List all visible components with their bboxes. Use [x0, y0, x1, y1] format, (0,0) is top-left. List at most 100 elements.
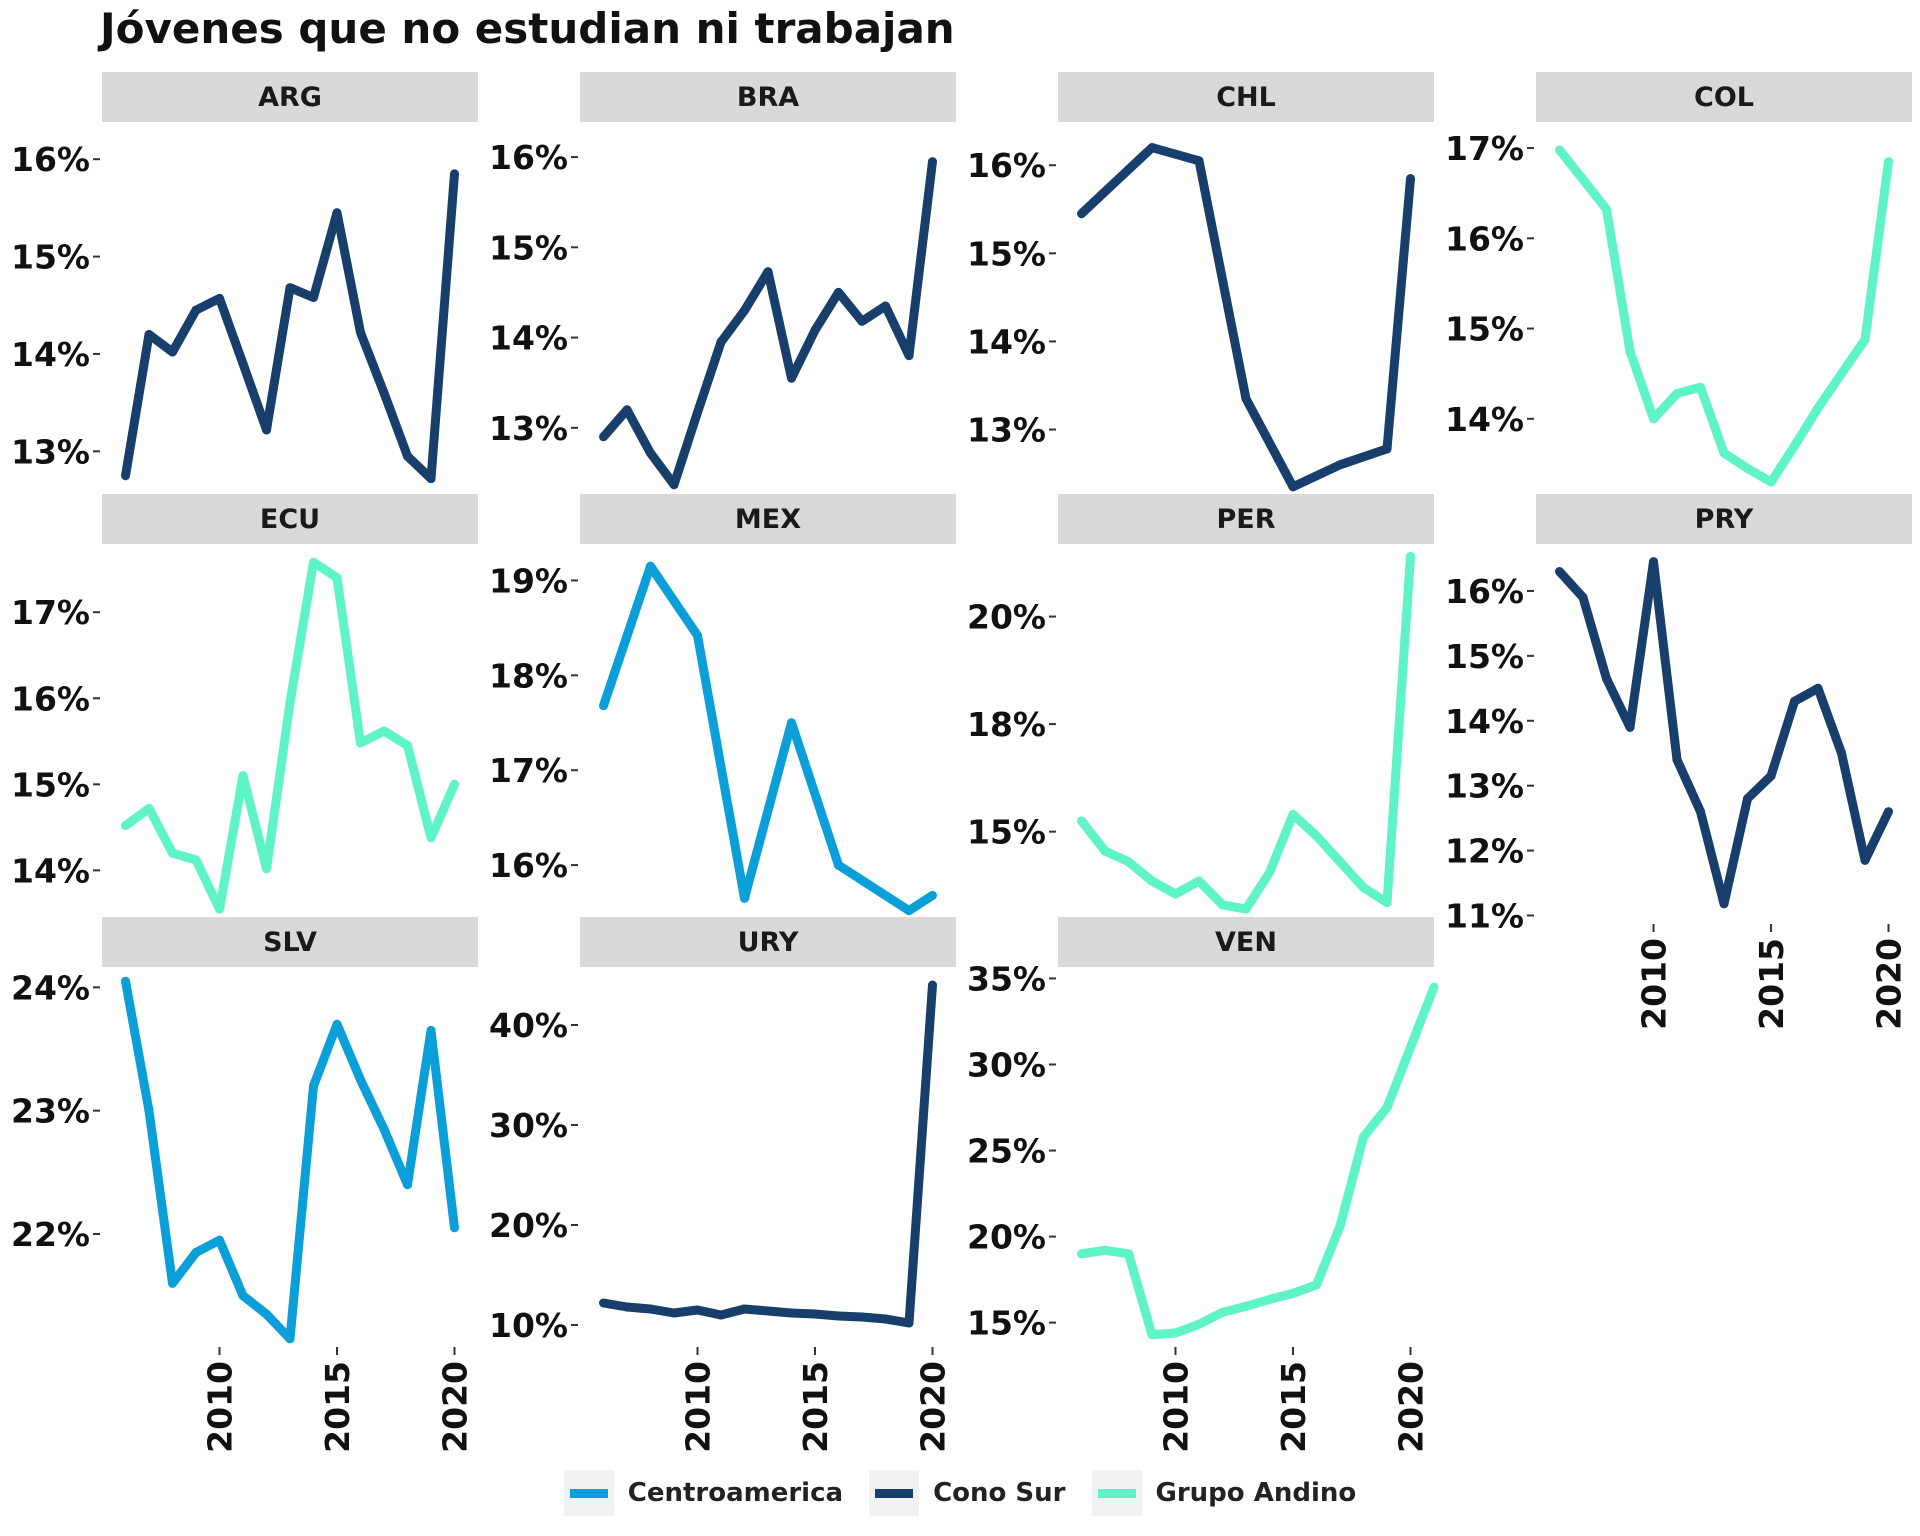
y-tick-label-mex: 16%: [489, 846, 568, 885]
data-point-pry: [1578, 592, 1588, 602]
data-point-slv: [309, 1081, 318, 1091]
data-point-ecu: [309, 557, 318, 567]
y-tick-label-ury: 40%: [489, 1006, 568, 1045]
y-tick-label-col: 15%: [1445, 310, 1524, 349]
data-point-slv: [238, 1291, 248, 1301]
x-tick-label-pry: 2015: [1752, 938, 1791, 1030]
y-tick-label-bra: 15%: [489, 228, 568, 267]
data-point-ecu: [285, 698, 295, 708]
data-point-col: [1625, 346, 1635, 356]
data-point-ven: [1100, 1245, 1110, 1255]
data-point-per: [1382, 898, 1392, 908]
data-point-pry: [1813, 683, 1823, 693]
data-point-col: [1578, 175, 1588, 185]
strip-ven: [1058, 917, 1434, 967]
x-tick-label-ury: 2010: [679, 1361, 718, 1453]
strip-label-ecu: ECU: [260, 504, 320, 535]
legend-key-grupo-andino: [1091, 1470, 1142, 1516]
data-point-ecu: [450, 779, 459, 789]
data-point-pry: [1860, 855, 1870, 865]
series-line-mex: [599, 561, 935, 916]
data-point-bra: [646, 448, 655, 458]
data-point-pry: [1719, 899, 1729, 909]
data-point-per: [1077, 816, 1086, 826]
panel-ecu: ECU 14% 15% 16% 17%: [11, 494, 478, 914]
data-point-mex: [599, 701, 608, 711]
data-point-ven: [1406, 1042, 1415, 1052]
x-tick-label-ven: 2015: [1274, 1361, 1313, 1453]
x-tick-label-ury: 2015: [796, 1361, 835, 1453]
strip-slv: [102, 917, 478, 967]
data-point-chl: [1077, 209, 1086, 219]
series-line-pry: [1556, 557, 1893, 909]
data-point-ecu: [426, 833, 436, 843]
data-point-arg: [332, 208, 342, 218]
data-point-chl: [1288, 482, 1298, 492]
data-point-ecu: [379, 726, 389, 736]
data-point-col: [1696, 382, 1705, 392]
data-point-slv: [285, 1334, 295, 1344]
data-point-ven: [1171, 1328, 1180, 1338]
data-point-col: [1672, 389, 1682, 398]
data-point-bra: [740, 306, 749, 315]
y-tick-label-arg: 15%: [11, 238, 90, 277]
data-point-slv: [356, 1075, 365, 1085]
strip-label-mex: MEX: [735, 504, 801, 535]
y-tick-label-mex: 19%: [489, 561, 568, 600]
series-line-arg: [121, 173, 459, 484]
data-point-per: [1171, 889, 1180, 899]
data-point-chl: [1241, 394, 1251, 404]
data-point-ecu: [121, 821, 130, 831]
data-point-bra: [763, 267, 773, 277]
strip-label-col: COL: [1694, 82, 1754, 113]
y-tick-label-ecu: 17%: [11, 593, 90, 632]
data-point-bra: [622, 405, 632, 415]
data-point-per: [1194, 876, 1204, 886]
y-tick-label-ury: 30%: [489, 1106, 568, 1145]
y-tick-label-ecu: 15%: [11, 765, 90, 804]
y-tick-label-ven: 15%: [967, 1304, 1046, 1343]
data-point-ven: [1429, 982, 1439, 992]
data-point-pry: [1555, 567, 1564, 576]
data-point-arg: [121, 471, 130, 481]
x-tick-label-ven: 2010: [1157, 1361, 1196, 1453]
data-point-mex: [646, 561, 655, 571]
data-point-ven: [1077, 1249, 1086, 1259]
data-point-col: [1860, 334, 1870, 344]
data-point-per: [1265, 868, 1274, 877]
data-point-slv: [332, 1019, 342, 1029]
data-point-per: [1359, 883, 1368, 893]
data-point-slv: [144, 1106, 154, 1116]
data-point-arg: [403, 451, 412, 461]
legend-item-grupo-andino: Grupo Andino: [1091, 1470, 1356, 1516]
data-point-arg: [450, 169, 459, 179]
y-tick-label-bra: 16%: [489, 138, 568, 177]
data-point-ury: [763, 1306, 773, 1316]
strip-ecu: [102, 494, 478, 544]
strip-per: [1058, 494, 1434, 544]
y-tick-label-ven: 25%: [967, 1132, 1046, 1171]
data-point-col: [1649, 414, 1658, 424]
data-point-col: [1813, 403, 1823, 413]
legend-key-centroamerica: [563, 1470, 614, 1516]
data-point-ury: [834, 1311, 843, 1321]
y-tick-label-arg: 13%: [11, 432, 90, 471]
data-point-bra: [928, 157, 937, 167]
strip-col: [1536, 72, 1912, 122]
data-point-slv: [262, 1309, 271, 1319]
data-point-ecu: [215, 904, 224, 914]
data-point-bra: [787, 373, 796, 383]
y-tick-label-pry: 12%: [1445, 832, 1524, 871]
data-point-pry: [1790, 696, 1799, 706]
data-point-ury: [810, 1309, 820, 1319]
y-tick-label-chl: 16%: [967, 146, 1046, 185]
data-point-arg: [144, 330, 154, 339]
data-point-bra: [599, 432, 608, 442]
data-point-bra: [857, 316, 867, 326]
series-line-ury: [602, 984, 937, 1328]
data-point-pry: [1649, 557, 1658, 567]
y-tick-label-pry: 11%: [1445, 897, 1524, 936]
data-point-ury: [740, 1304, 749, 1314]
data-point-ecu: [403, 741, 412, 751]
data-point-ven: [1265, 1294, 1274, 1304]
